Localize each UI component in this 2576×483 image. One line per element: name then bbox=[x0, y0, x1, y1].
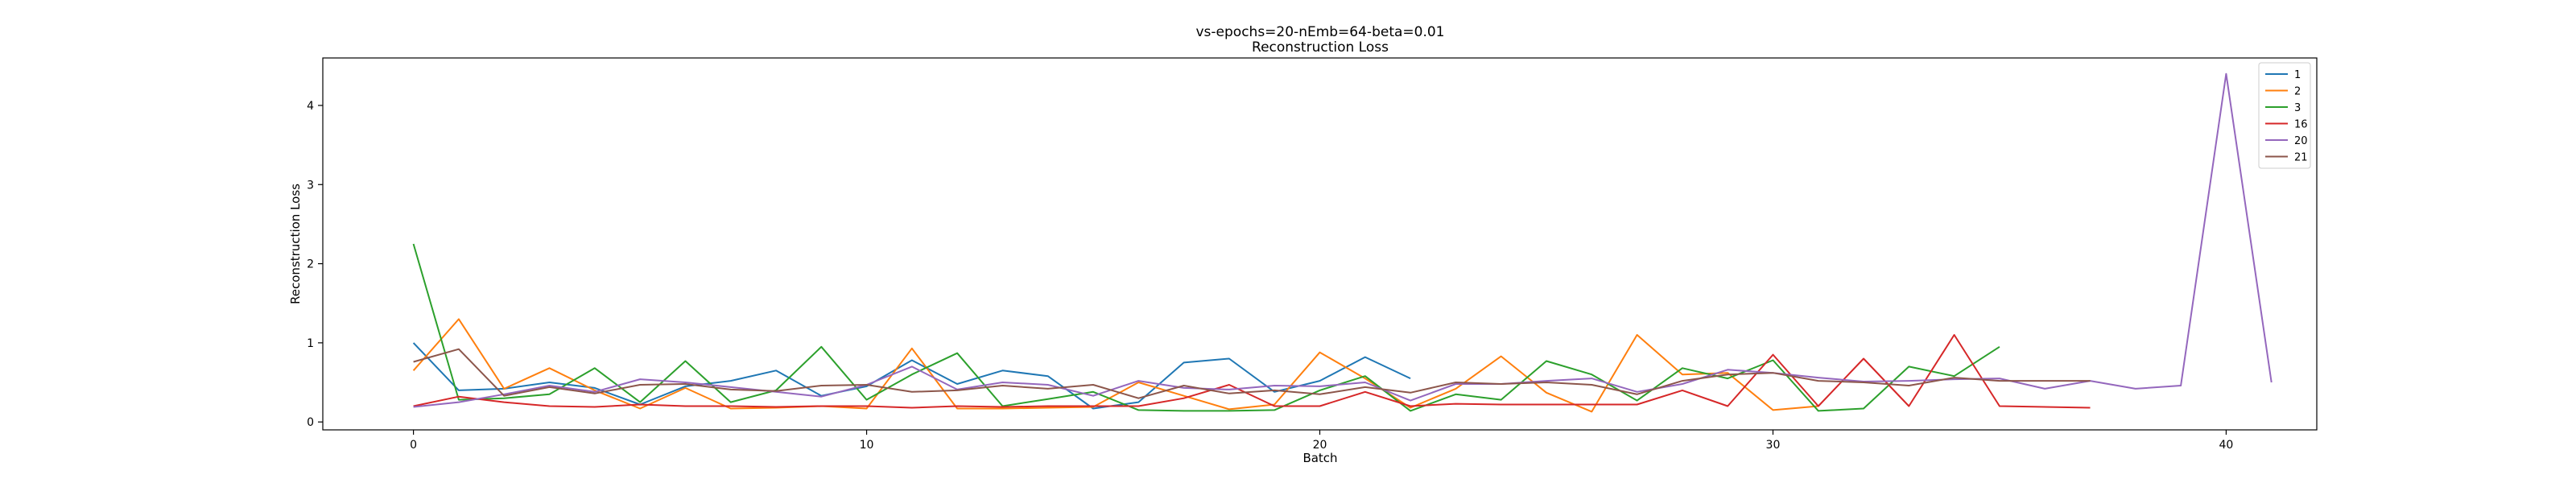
x-tick-label: 20 bbox=[1313, 439, 1327, 452]
y-tick-label: 1 bbox=[307, 337, 314, 350]
x-tick-label: 40 bbox=[2219, 439, 2233, 452]
y-tick-label: 4 bbox=[307, 100, 314, 113]
chart-title: vs-epochs=20-nEmb=64-beta=0.01 bbox=[1196, 24, 1445, 40]
legend-label-21: 21 bbox=[2294, 152, 2308, 164]
series-line-21 bbox=[413, 348, 2091, 399]
legend: 1 2 3 16 20 21 bbox=[2258, 62, 2311, 169]
legend-label-1: 1 bbox=[2294, 69, 2301, 81]
x-tick-label: 10 bbox=[860, 439, 874, 452]
legend-label-16: 16 bbox=[2294, 119, 2308, 131]
x-tick-label: 0 bbox=[410, 439, 417, 452]
x-axis: 0 10 20 30 40 bbox=[410, 430, 2233, 452]
series-line-20 bbox=[413, 72, 2273, 408]
series-line-16 bbox=[413, 334, 2091, 409]
x-tick-label: 30 bbox=[1766, 439, 1781, 452]
legend-label-2: 2 bbox=[2294, 86, 2301, 98]
y-tick-label: 3 bbox=[307, 179, 314, 192]
legend-label-20: 20 bbox=[2294, 135, 2308, 147]
legend-box bbox=[2258, 62, 2311, 169]
series-line-3 bbox=[412, 243, 2000, 412]
chart-subtitle: Reconstruction Loss bbox=[1252, 39, 1389, 56]
y-axis-label: Reconstruction Loss bbox=[288, 184, 303, 304]
series-layer bbox=[412, 72, 2273, 413]
y-tick-label: 2 bbox=[307, 258, 314, 271]
y-axis: 0 1 2 3 4 bbox=[307, 100, 323, 429]
series-line-1 bbox=[412, 342, 1411, 410]
plot-area bbox=[322, 57, 2318, 431]
legend-label-3: 3 bbox=[2294, 102, 2301, 114]
plot-frame bbox=[322, 57, 2318, 431]
y-tick-label: 0 bbox=[307, 416, 314, 429]
x-axis-label: Batch bbox=[1302, 451, 1337, 465]
